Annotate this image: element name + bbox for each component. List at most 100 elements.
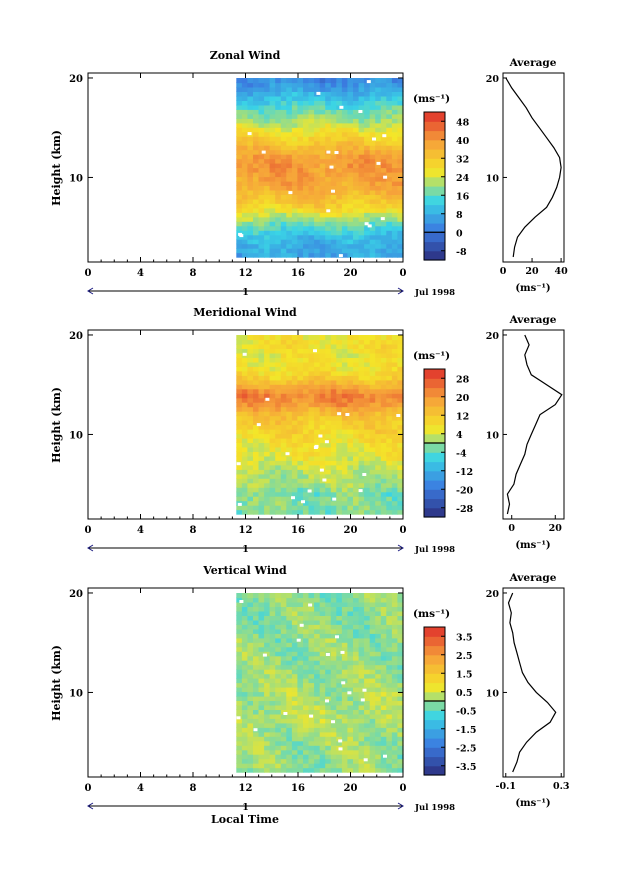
heatmap-cell <box>247 379 254 385</box>
heatmap-cell <box>341 122 349 128</box>
heatmap-cell <box>297 172 304 178</box>
heatmap-cell <box>253 234 260 240</box>
heatmap-cell <box>314 687 321 693</box>
heatmap-cell <box>358 167 365 173</box>
heatmap-cell <box>275 424 282 430</box>
heatmap-cell <box>258 460 265 466</box>
heatmap-cell <box>286 216 293 222</box>
heatmap-cell <box>286 496 293 502</box>
heatmap-cell <box>297 731 304 737</box>
heatmap-cell <box>325 718 332 724</box>
heatmap-cell <box>253 695 260 701</box>
heatmap-cell <box>341 482 349 488</box>
heatmap-cell <box>291 154 299 160</box>
heatmap-cell <box>341 767 349 773</box>
heatmap-cell <box>358 411 365 417</box>
day-label: 1 <box>242 287 249 298</box>
heatmap-cell <box>341 78 349 84</box>
heatmap-cell <box>280 357 287 363</box>
colorbar-tick-label: -20 <box>456 485 474 496</box>
heatmap-cell <box>347 745 354 751</box>
heatmap-cell <box>330 78 337 84</box>
heatmap-cell <box>297 455 304 461</box>
heatmap-cell <box>291 758 299 764</box>
heatmap-cell <box>347 695 354 701</box>
heatmap-cell <box>280 500 287 506</box>
heatmap-cell <box>391 763 399 769</box>
heatmap-cell <box>291 140 299 146</box>
missing-data-mark <box>383 754 387 758</box>
heatmap-cell <box>247 478 254 484</box>
heatmap-cell <box>258 415 265 421</box>
heatmap-cell <box>353 669 360 675</box>
heatmap-cell <box>386 357 393 363</box>
heatmap-cell <box>330 473 337 479</box>
heatmap-cell <box>369 239 376 245</box>
heatmap-cell <box>314 451 321 457</box>
heatmap-cell <box>325 610 332 616</box>
heatmap-cell <box>391 593 399 599</box>
average-y-tick-label: 20 <box>486 331 500 342</box>
heatmap-cell <box>341 352 349 358</box>
heatmap-cell <box>236 633 243 639</box>
heatmap-cell <box>341 154 349 160</box>
heatmap-cell <box>341 722 349 728</box>
heatmap-cell <box>391 682 399 688</box>
heatmap-cell <box>236 154 243 160</box>
heatmap-cell <box>303 601 310 607</box>
heatmap-cell <box>253 651 260 657</box>
heatmap-cell <box>269 366 276 372</box>
heatmap-cell <box>264 460 271 466</box>
x-tick-label: 0 <box>85 525 92 536</box>
heatmap-cell <box>358 505 365 511</box>
heatmap-cell <box>391 478 399 484</box>
heatmap-cell <box>253 189 260 195</box>
heatmap-cell <box>236 207 243 213</box>
heatmap-cell <box>241 234 249 240</box>
heatmap-cell <box>353 678 360 684</box>
heatmap-cell <box>269 754 276 760</box>
heatmap-cell <box>275 194 282 200</box>
heatmap-cell <box>358 348 365 354</box>
heatmap-cell <box>269 388 276 394</box>
heatmap-cell <box>236 131 243 137</box>
heatmap-cell <box>314 763 321 769</box>
heatmap-cell <box>347 100 354 106</box>
colorbar-segment <box>424 149 445 159</box>
heatmap-cell <box>258 664 265 670</box>
heatmap-cell <box>258 446 265 452</box>
heatmap-cell <box>269 628 276 634</box>
heatmap-cell <box>353 100 360 106</box>
colorbar-tick-label: -3.5 <box>456 762 476 773</box>
heatmap-cell <box>319 740 326 746</box>
colorbar-segment <box>424 480 445 490</box>
heatmap-cell <box>353 113 360 119</box>
heatmap-cell <box>286 655 293 661</box>
colorbar-segment <box>424 452 445 463</box>
heatmap-cell <box>303 615 310 621</box>
heatmap-cell <box>341 185 349 191</box>
heatmap-cell <box>386 172 393 178</box>
heatmap-cell <box>236 411 243 417</box>
heatmap-cell <box>291 118 299 124</box>
heatmap-cell <box>297 379 304 385</box>
heatmap-cell <box>303 767 310 773</box>
heatmap-cell <box>264 91 271 97</box>
heatmap-cell <box>303 91 310 97</box>
heatmap-cell <box>386 718 393 724</box>
heatmap-cell <box>375 491 382 497</box>
heatmap-cell <box>325 478 332 484</box>
heatmap-cell <box>347 642 354 648</box>
heatmap-cell <box>330 610 337 616</box>
heatmap-cell <box>269 221 276 227</box>
heatmap-cell <box>380 335 387 341</box>
heatmap-cell <box>308 736 315 742</box>
heatmap-cell <box>269 496 276 502</box>
heatmap-cell <box>364 397 371 403</box>
heatmap-cell <box>369 624 376 630</box>
heatmap-cell <box>347 673 354 679</box>
heatmap-cell <box>325 243 332 249</box>
heatmap-cell <box>253 384 260 390</box>
heatmap-cell <box>364 496 371 502</box>
heatmap-cell <box>325 234 332 240</box>
